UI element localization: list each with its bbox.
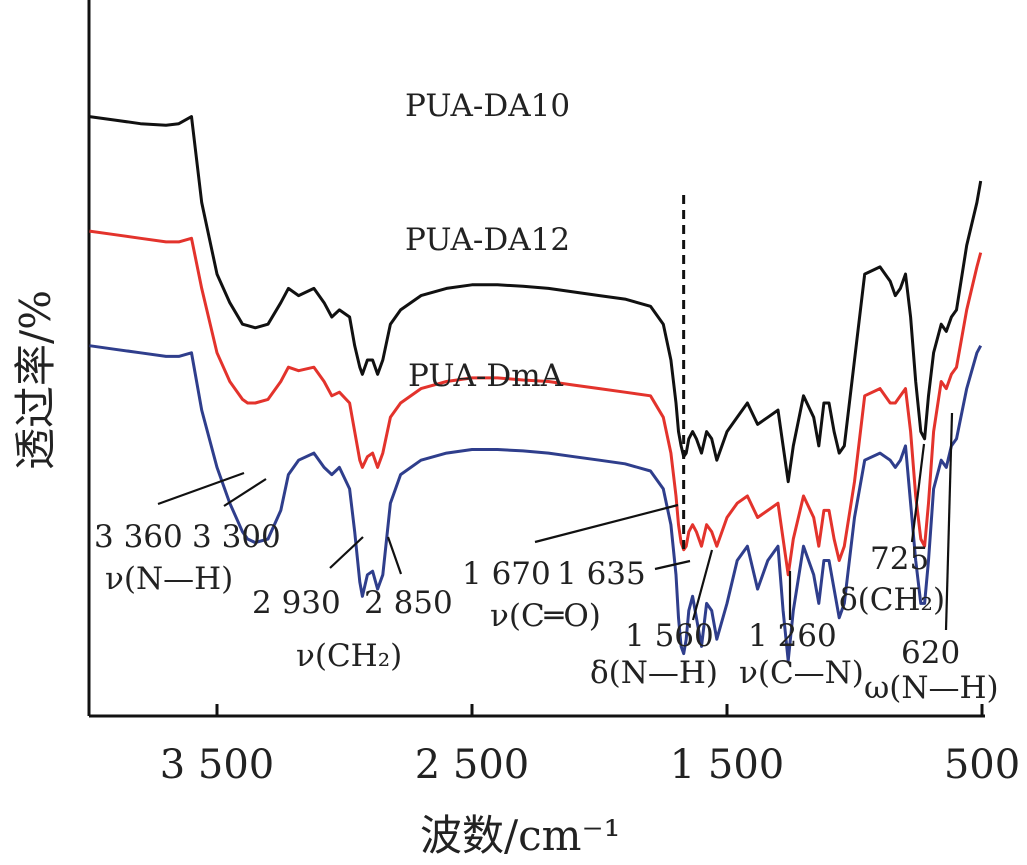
series-line-pua-da12 [89, 229, 983, 577]
annotation-nu-ch2: ν(CH₂) [296, 638, 402, 674]
leader-1560 [691, 549, 714, 621]
annotation-1560: 1 560 [625, 618, 714, 654]
annotation-omega-nh: ω(N—H) [864, 670, 999, 706]
leader-3360 [157, 471, 245, 506]
annotation-3360: 3 360 [94, 519, 183, 555]
leader-3300 [223, 478, 267, 507]
annotation-1635: 1 635 [557, 556, 646, 592]
leader-725 [910, 443, 926, 543]
series-label-pua-da10: PUA-DA10 [405, 88, 570, 124]
x-tick-label: 500 [944, 742, 1020, 788]
x-axis-title: 波数/cm⁻¹ [420, 811, 621, 860]
annotation-nu-nh: ν(N—H) [105, 561, 233, 597]
annotation-nu-cn: ν(C—N) [739, 655, 864, 691]
series-label-pua-dma: PUA-DmA [408, 358, 564, 394]
series-label-pua-da12: PUA-DA12 [405, 222, 570, 258]
annotation-delta-nh: δ(N—H) [590, 655, 718, 691]
leader-1635 [654, 559, 691, 571]
annotation-leaders [157, 412, 954, 631]
series-line-pua-da10 [89, 115, 983, 484]
leader-2930 [329, 536, 364, 569]
x-tick-label: 2 500 [415, 742, 530, 788]
leader-2850 [386, 536, 403, 575]
y-axis-title: 透过率/% [11, 290, 60, 470]
x-tick-label: 3 500 [160, 742, 275, 788]
annotation-1670: 1 670 [462, 556, 551, 592]
annotation-delta-ch2: δ(CH₂) [839, 582, 945, 618]
annotation-3300: 3 300 [192, 519, 281, 555]
annotation-620: 620 [901, 635, 960, 671]
tick-layer: 3 500 2 500 1 500 500 [160, 704, 1020, 788]
series-line-pua-dma [89, 344, 983, 663]
leader-620 [944, 412, 954, 631]
annotation-1260: 1 260 [748, 618, 837, 654]
annotation-nu-co: ν(C═O) [490, 598, 601, 634]
annotation-725: 725 [870, 541, 929, 577]
x-tick-label: 1 500 [670, 742, 785, 788]
annotation-2930: 2 930 [252, 585, 341, 621]
annotation-2850: 2 850 [364, 585, 453, 621]
leader-1670 [534, 503, 679, 544]
